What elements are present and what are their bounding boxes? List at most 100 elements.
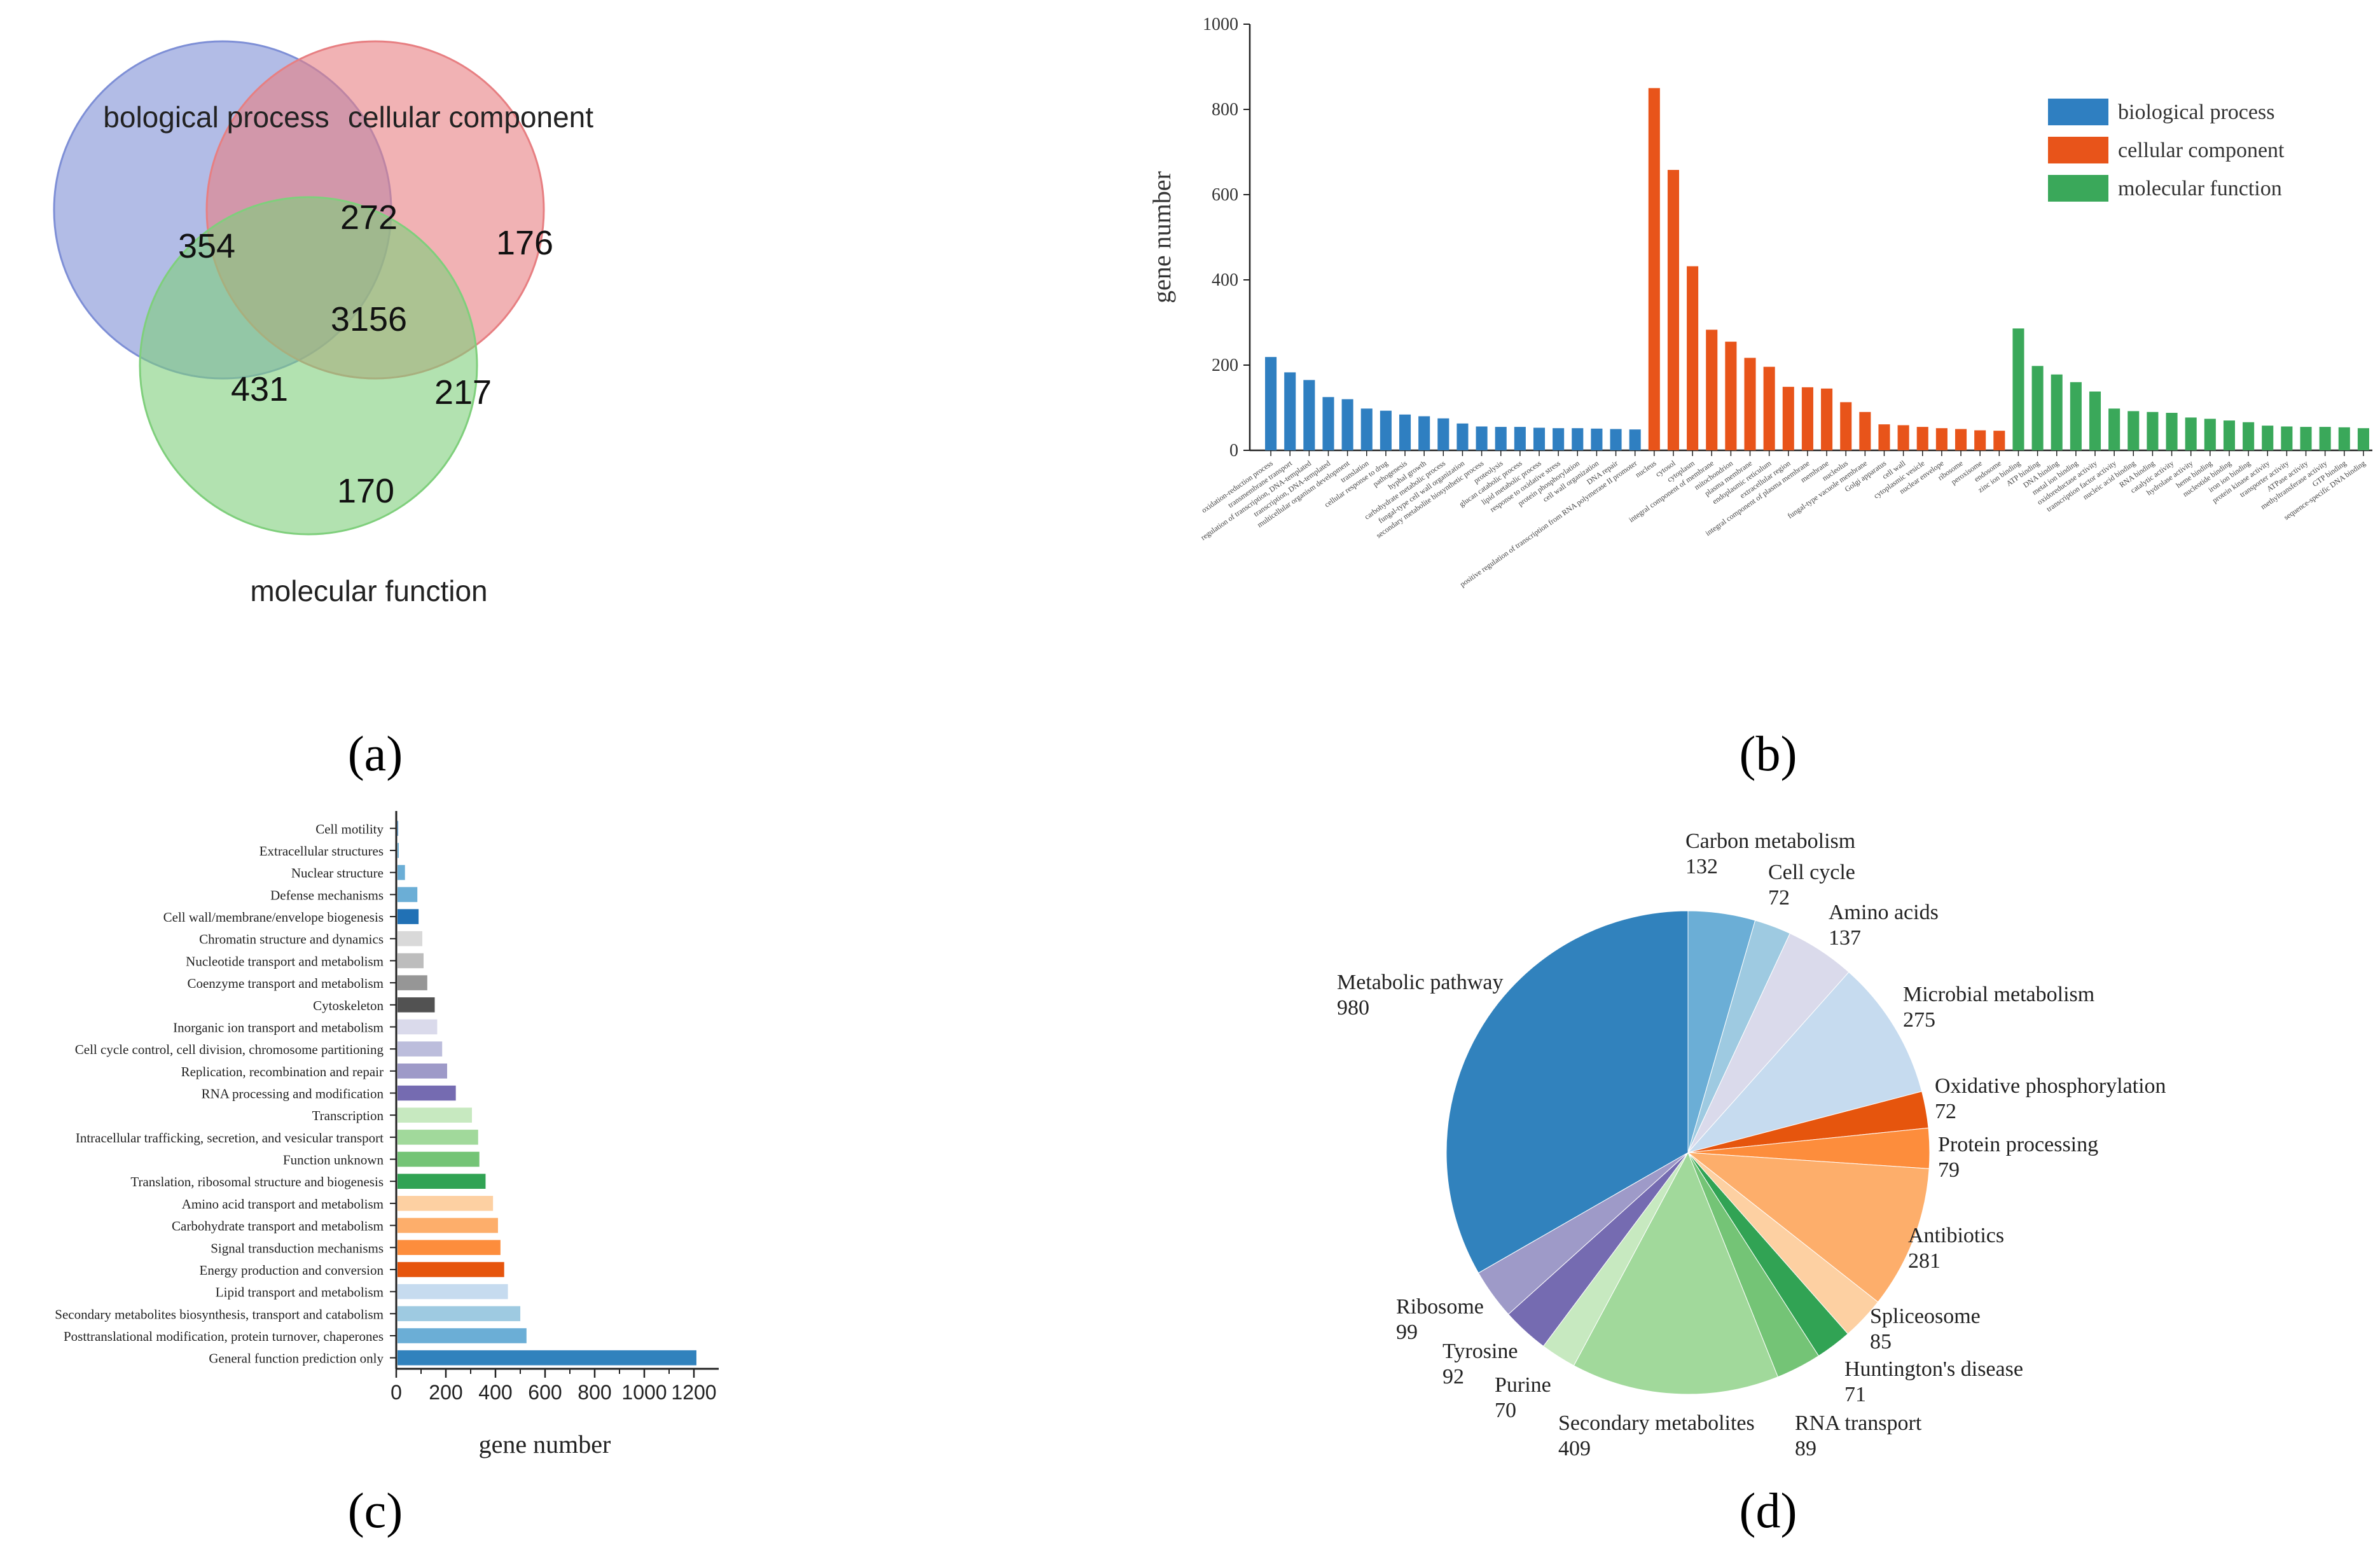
c-bar — [398, 1306, 521, 1322]
c-bar — [398, 953, 424, 969]
pie-slice — [1687, 1152, 1930, 1303]
pie-slice-label: Cell cycle — [1768, 861, 1855, 884]
b-bar — [2089, 391, 2101, 450]
pie-slice-value: 85 — [1870, 1330, 1892, 1354]
pie-slice — [1446, 910, 1689, 1273]
b-y-tick-label: 600 — [1212, 185, 1238, 205]
b-bar — [1916, 427, 1928, 450]
c-bar — [398, 931, 422, 946]
pie-slice-value: 99 — [1396, 1320, 1418, 1344]
b-bar — [1706, 329, 1718, 450]
b-bar — [1935, 428, 1948, 450]
pie-slice-label: Spliceosome — [1870, 1305, 1981, 1328]
pie-slice-label: Metabolic pathway — [1337, 971, 1504, 994]
b-bar — [1782, 387, 1794, 450]
b-legend-swatch — [2048, 137, 2108, 163]
b-bar — [1763, 366, 1775, 450]
c-bar — [398, 1107, 472, 1123]
c-category-label: General function prediction only — [209, 1351, 384, 1366]
b-bar — [2300, 427, 2312, 450]
pie-slice — [1573, 1151, 1778, 1395]
b-y-axis-label: gene number — [1147, 171, 1176, 303]
venn-set-label: molecular function — [250, 574, 487, 607]
c-category-label: Chromatin structure and dynamics — [199, 932, 384, 947]
b-bar — [1380, 410, 1392, 450]
b-bar — [2319, 427, 2331, 450]
kegg-pie-panel: Carbon metabolism 132 Cell cycle 72 Amino ac… — [1304, 795, 2380, 1476]
venn-set-label: cellular component — [348, 100, 593, 134]
b-bar — [1725, 342, 1737, 450]
venn-region-count: 354 — [178, 227, 235, 265]
b-bar — [1648, 88, 1660, 450]
pie-slice-value: 79 — [1938, 1158, 1960, 1182]
b-bar — [1610, 429, 1622, 450]
c-x-tick-label: 800 — [578, 1381, 611, 1404]
c-category-label: Amino acid transport and metabolism — [182, 1196, 384, 1212]
venn-region-count: 272 — [340, 198, 398, 237]
c-bar — [398, 887, 418, 903]
c-category-label: Lipid transport and metabolism — [216, 1285, 384, 1300]
pie-slice-label: Ribosome — [1396, 1295, 1484, 1319]
pie-slice-label: Tyrosine — [1443, 1340, 1518, 1363]
b-bar — [1399, 414, 1411, 450]
b-legend-label: cellular component — [2118, 139, 2285, 162]
c-category-label: Cell motility — [315, 821, 384, 836]
pie-slice-label: Microbial metabolism — [1903, 983, 2094, 1006]
c-bar — [398, 1284, 508, 1299]
b-bar — [1437, 418, 1449, 450]
c-x-axis-label: gene number — [479, 1430, 611, 1458]
c-x-tick-label: 400 — [478, 1381, 512, 1404]
b-bar — [2338, 427, 2350, 450]
pie-slice-value: 71 — [1844, 1383, 1866, 1406]
b-bar — [1955, 429, 1967, 450]
c-bar — [398, 1064, 447, 1079]
b-bar — [1821, 388, 1833, 450]
c-category-label: Secondary metabolites biosynthesis, tran… — [55, 1306, 384, 1322]
b-bar — [1629, 429, 1641, 450]
b-bar — [1801, 387, 1813, 450]
pie-slice-value: 275 — [1903, 1008, 1935, 1032]
c-bar — [398, 1217, 498, 1233]
b-bar — [2243, 422, 2255, 450]
b-bar — [2108, 408, 2121, 450]
b-bar — [2223, 420, 2236, 450]
c-category-label: Function unknown — [283, 1153, 384, 1168]
c-bar — [398, 1085, 456, 1101]
c-bar — [398, 1174, 486, 1189]
c-bar — [398, 1019, 438, 1035]
c-bar — [398, 843, 399, 858]
b-bar — [1476, 426, 1488, 450]
b-bar — [1840, 402, 1852, 450]
c-bar — [398, 909, 419, 924]
b-bar — [2127, 411, 2140, 450]
c-category-label: RNA processing and modification — [202, 1086, 384, 1102]
c-category-label: Cell wall/membrane/envelope biogenesis — [163, 910, 384, 925]
b-bar — [1974, 430, 1986, 450]
b-bar — [1744, 357, 1756, 450]
c-category-label: Inorganic ion transport and metabolism — [173, 1020, 384, 1035]
pie-slice-label: Protein processing — [1938, 1133, 2098, 1156]
b-bar — [1897, 425, 1909, 450]
pie-slice-value: 72 — [1768, 886, 1790, 910]
venn-region-count: 217 — [434, 373, 492, 412]
b-bar — [1533, 427, 1546, 450]
c-category-label: Nuclear structure — [291, 866, 384, 881]
b-y-tick-label: 400 — [1212, 270, 1238, 290]
c-x-tick-label: 1200 — [671, 1381, 716, 1404]
b-bar — [2012, 328, 2024, 450]
pie-slice-label: RNA transport — [1795, 1411, 1922, 1435]
pie-slice-label: Carbon metabolism — [1685, 829, 1855, 853]
b-bar — [1572, 428, 1584, 450]
b-legend-swatch — [2048, 175, 2108, 202]
b-bar — [1418, 416, 1430, 450]
b-x-tick-label: nucleus — [1633, 459, 1657, 480]
venn-region-count: 3156 — [331, 300, 407, 338]
b-bar — [2070, 382, 2082, 450]
c-bar — [398, 975, 427, 990]
b-bar — [2281, 426, 2293, 450]
c-category-label: Nucleotide transport and metabolism — [186, 953, 384, 969]
pie-slice-value: 92 — [1443, 1365, 1464, 1389]
b-bar — [2147, 412, 2159, 450]
